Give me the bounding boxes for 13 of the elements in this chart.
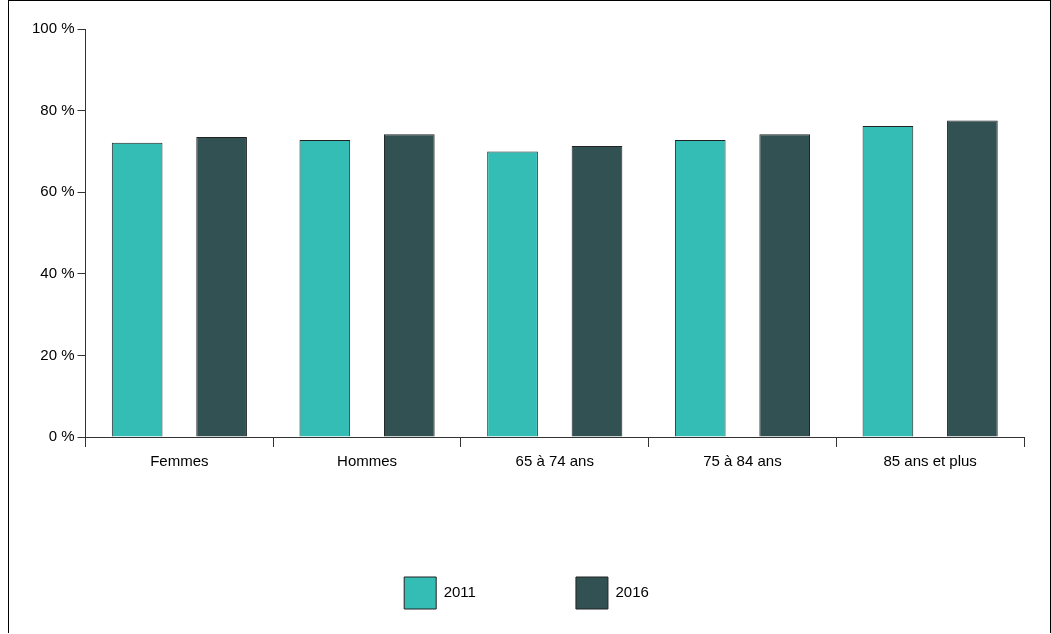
x-tick-label: Hommes [337, 452, 398, 470]
y-tick-label: 100 % [31, 19, 75, 37]
y-tick-label: 40 % [40, 263, 75, 281]
legend-label: 2011 [443, 583, 476, 601]
y-tick-label: 60 % [40, 182, 75, 200]
legend-label: 2016 [615, 583, 649, 601]
y-tick-label: 0 % [48, 427, 75, 445]
x-tick-label: 65 à 74 ans [515, 452, 594, 470]
x-tick-label: 75 à 84 ans [703, 452, 782, 470]
y-tick-label: 20 % [40, 345, 75, 363]
x-tick-label: Femmes [150, 452, 209, 470]
x-tick-label: 85 ans et plus [883, 452, 977, 470]
y-tick-label: 80 % [40, 100, 75, 118]
